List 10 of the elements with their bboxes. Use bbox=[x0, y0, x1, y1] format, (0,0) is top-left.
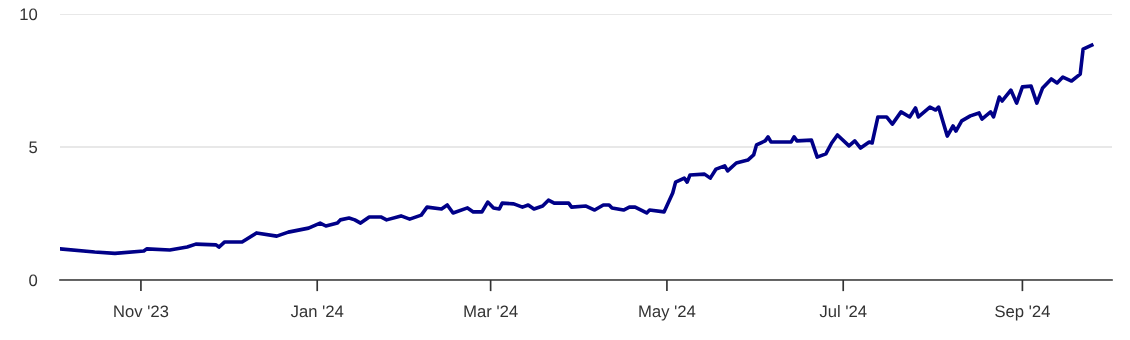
x-tick-label: Nov '23 bbox=[114, 305, 169, 318]
x-tick-label: May '24 bbox=[639, 305, 696, 321]
y-tick-label: 0 bbox=[29, 274, 38, 287]
y-tick-label: 5 bbox=[29, 141, 38, 154]
x-tick-label: Jan '24 bbox=[290, 305, 344, 318]
x-tick-label: Sep '24 bbox=[995, 305, 1050, 321]
line-series bbox=[60, 43, 1094, 256]
y-tick-label: 10 bbox=[20, 8, 38, 21]
x-tick-label: Mar '24 bbox=[464, 305, 518, 318]
x-tick-label: Jul '24 bbox=[819, 305, 867, 318]
